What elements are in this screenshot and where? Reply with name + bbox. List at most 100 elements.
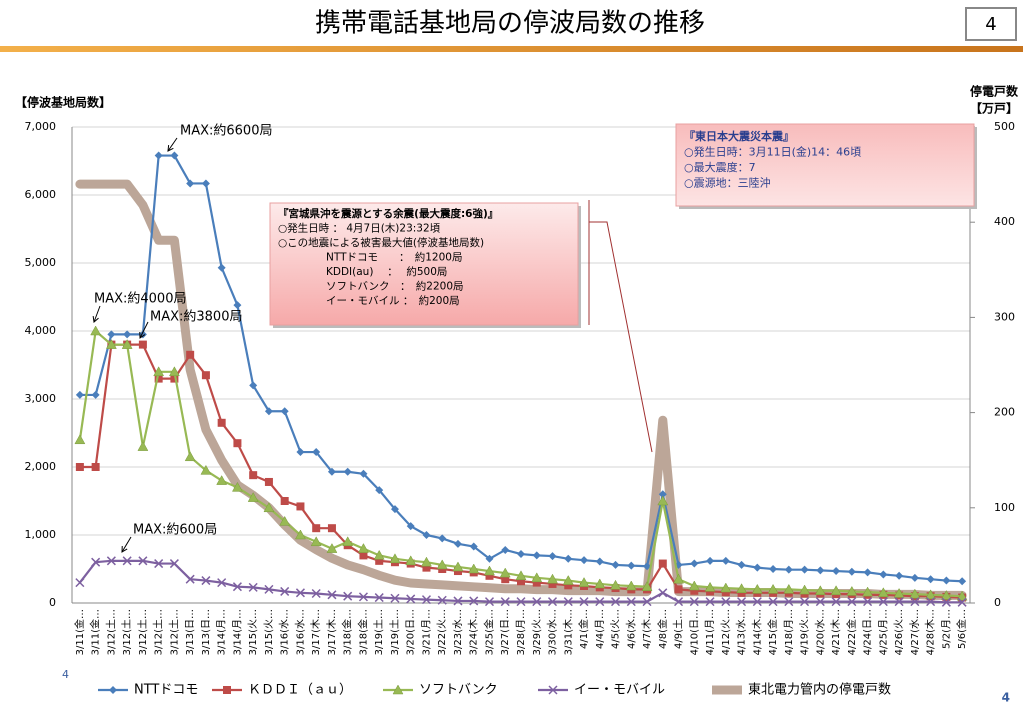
x-tick-label: 4/14(木… xyxy=(751,609,763,655)
point xyxy=(280,407,289,416)
point xyxy=(248,582,258,592)
point xyxy=(940,590,952,600)
point xyxy=(673,573,684,584)
note-connector xyxy=(588,200,653,453)
point xyxy=(75,390,84,399)
point xyxy=(327,590,337,600)
point xyxy=(170,374,179,383)
note-line: ○震源地：三陸沖 xyxy=(684,176,771,190)
point xyxy=(327,467,336,476)
point xyxy=(264,584,274,594)
point xyxy=(201,179,210,188)
x-tick-label: 3/11(金… xyxy=(89,609,102,655)
point xyxy=(232,582,242,592)
x-tick-label: 4/21(木… xyxy=(830,609,842,655)
title-rule xyxy=(0,46,1023,52)
point xyxy=(154,151,163,160)
point xyxy=(358,543,369,553)
point xyxy=(343,467,352,476)
point xyxy=(91,390,100,399)
point xyxy=(909,588,921,599)
point xyxy=(814,585,826,596)
point xyxy=(185,574,195,584)
point xyxy=(800,565,809,574)
point xyxy=(390,505,399,514)
note-line: KDDI(au) ： 約500局 xyxy=(326,265,447,278)
annotation: MAX:約4000局 xyxy=(94,292,186,307)
point xyxy=(343,591,353,601)
x-tick-label: 4/5(火… xyxy=(610,609,622,649)
point xyxy=(690,586,699,595)
point xyxy=(216,475,228,485)
x-tick-label: 3/12(土… xyxy=(120,609,133,655)
point xyxy=(280,497,289,505)
point xyxy=(311,588,321,599)
x-tick-label: 3/12(土… xyxy=(167,609,180,655)
note-box xyxy=(675,123,975,207)
y2-tick-label: 400 xyxy=(994,215,1015,228)
point xyxy=(893,587,905,598)
point xyxy=(720,582,732,593)
point xyxy=(74,434,86,445)
point xyxy=(184,451,196,462)
point xyxy=(926,575,935,584)
x-tick-label: 4/13(水… xyxy=(736,609,748,655)
x-tick-label: 3/13(日… xyxy=(185,609,196,655)
point xyxy=(421,595,432,605)
point xyxy=(406,522,415,531)
point xyxy=(783,583,795,594)
arrow-head xyxy=(92,315,99,323)
x-tick-label: 3/21(月… xyxy=(420,609,432,655)
note-line: イー・モバイル ： 約200局 xyxy=(326,294,460,307)
point xyxy=(390,593,400,603)
point xyxy=(784,565,793,574)
x-tick-label: 4/9(土… xyxy=(672,609,685,649)
point xyxy=(358,592,368,602)
point xyxy=(75,463,84,471)
point xyxy=(296,448,305,457)
y2-tick-label: 0 xyxy=(994,596,1001,609)
point xyxy=(737,560,746,569)
note-line: ○最大震度：7 xyxy=(684,160,756,174)
point xyxy=(516,597,526,607)
point xyxy=(643,562,652,571)
point xyxy=(564,581,573,590)
y2-tick-label: 500 xyxy=(994,120,1015,133)
point xyxy=(233,301,242,310)
point xyxy=(532,578,541,587)
point xyxy=(863,597,873,607)
point xyxy=(580,556,589,565)
point xyxy=(247,492,259,502)
point xyxy=(223,686,231,694)
point xyxy=(405,555,417,566)
point xyxy=(91,463,100,471)
point xyxy=(862,586,874,597)
point xyxy=(879,570,888,579)
point xyxy=(312,524,321,533)
x-tick-label: 3/19(土… xyxy=(388,609,401,655)
y-tick-label: 3,000 xyxy=(25,392,57,405)
x-tick-label: 4/8(金… xyxy=(656,609,669,649)
point xyxy=(249,381,258,390)
point xyxy=(847,567,856,576)
point xyxy=(863,568,872,577)
point xyxy=(816,566,825,575)
point xyxy=(279,515,291,526)
point xyxy=(531,572,543,583)
point xyxy=(956,590,968,601)
y2-axis-label: 停電戸数 xyxy=(970,84,1019,99)
point xyxy=(515,570,527,581)
point xyxy=(815,597,825,607)
point xyxy=(438,534,447,543)
point xyxy=(137,441,149,451)
annotation: MAX:約6600局 xyxy=(180,124,272,139)
x-tick-label: 4/28(木… xyxy=(925,609,937,655)
x-tick-label: 3/27(日… xyxy=(500,609,511,655)
point xyxy=(941,597,951,607)
point xyxy=(154,559,164,569)
x-tick-label: 3/20(日… xyxy=(406,609,417,655)
point xyxy=(627,561,636,570)
x-tick-label: 3/30(水… xyxy=(547,609,559,655)
point xyxy=(154,374,163,383)
point xyxy=(264,477,273,486)
